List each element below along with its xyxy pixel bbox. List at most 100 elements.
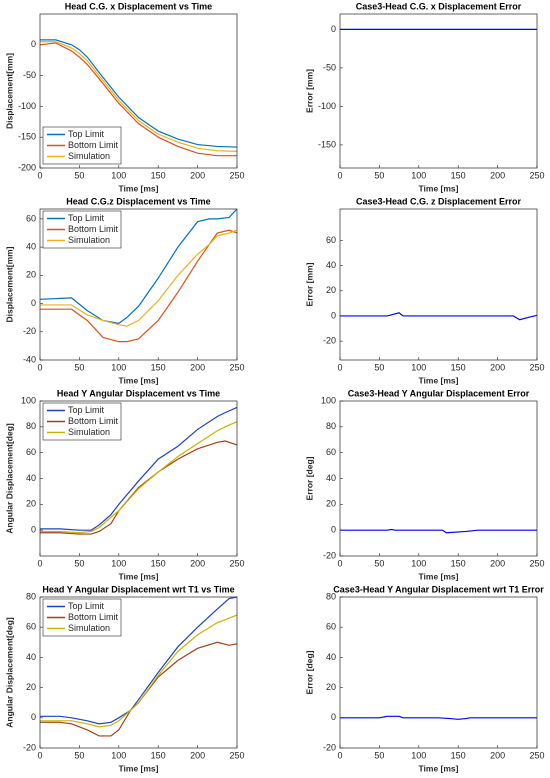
y-tick-label: -20 xyxy=(23,742,36,752)
x-tick-label: 0 xyxy=(337,362,342,372)
data-line xyxy=(40,229,238,343)
data-line xyxy=(39,208,238,324)
y-axis-label: Displacement[mm] xyxy=(4,53,14,129)
x-tick-label: 200 xyxy=(190,558,205,568)
x-tick-label: 200 xyxy=(490,170,505,180)
axes-box xyxy=(339,208,538,361)
y-tick-label: 40 xyxy=(326,260,336,270)
x-tick-label: 50 xyxy=(374,362,384,372)
chart-title: Case3-Head C.G. z Displacement Error xyxy=(356,196,522,206)
x-tick-label: 200 xyxy=(190,362,205,372)
x-tick-label: 100 xyxy=(111,750,126,760)
x-tick-label: 150 xyxy=(451,362,466,372)
y-tick-label: 40 xyxy=(326,473,336,483)
axes-box xyxy=(339,13,538,169)
x-axis-label: Time [ms] xyxy=(419,183,459,193)
y-tick-label: 40 xyxy=(26,652,36,662)
x-tick-label: 100 xyxy=(111,170,126,180)
y-axis-label: Error [mm] xyxy=(304,69,314,113)
x-tick-label: 0 xyxy=(337,170,342,180)
chart: Head Y Angular Displacement wrt T1 vs Ti… xyxy=(4,584,244,773)
legend-label: Simulation xyxy=(68,151,110,161)
x-tick-label: 50 xyxy=(374,750,384,760)
chart: Head C.G. x Displacement vs Time Time [ms… xyxy=(4,1,244,193)
y-tick-label: -150 xyxy=(18,132,36,142)
y-tick-label: 40 xyxy=(26,473,36,483)
data-line xyxy=(40,421,238,534)
y-tick-label: 60 xyxy=(26,213,36,223)
legend-label: Top Limit xyxy=(68,213,105,223)
legend-label: Simulation xyxy=(68,427,110,437)
x-tick-label: 250 xyxy=(229,750,244,760)
axes-box xyxy=(339,596,538,749)
x-tick-label: 150 xyxy=(151,362,166,372)
legend-label: Top Limit xyxy=(68,601,105,611)
x-tick-label: 50 xyxy=(74,170,84,180)
x-tick-label: 250 xyxy=(529,170,544,180)
data-line xyxy=(340,312,538,321)
x-tick-label: 0 xyxy=(37,362,42,372)
legend-label: Bottom Limit xyxy=(68,416,119,426)
x-tick-label: 50 xyxy=(74,558,84,568)
data-line xyxy=(340,528,537,534)
y-tick-label: 20 xyxy=(326,285,336,295)
x-tick-label: 50 xyxy=(74,750,84,760)
x-tick-label: 100 xyxy=(111,558,126,568)
legend-label: Top Limit xyxy=(68,405,105,415)
x-tick-label: 0 xyxy=(337,558,342,568)
x-tick-label: 100 xyxy=(411,362,426,372)
x-axis-label: Time [ms] xyxy=(419,763,459,773)
legend-label: Simulation xyxy=(68,235,110,245)
x-tick-label: 200 xyxy=(190,750,205,760)
chart: Case3-Head Y Angular Displacement wrt T1… xyxy=(304,584,544,773)
x-tick-label: 250 xyxy=(529,750,544,760)
y-axis-label: Error [mm] xyxy=(304,262,314,306)
x-tick-label: 200 xyxy=(490,750,505,760)
x-axis-label: Time [ms] xyxy=(419,571,459,581)
chart: Case3-Head C.G. z Displacement Error Time… xyxy=(304,196,544,385)
x-tick-label: 0 xyxy=(37,750,42,760)
axes-box xyxy=(39,208,238,361)
y-tick-label: 100 xyxy=(21,395,36,405)
y-tick-label: 0 xyxy=(31,39,36,49)
plot-area xyxy=(340,14,537,168)
legend-label: Bottom Limit xyxy=(68,612,119,622)
chart-title: Case3-Head Y Angular Displacement wrt T1… xyxy=(333,584,544,594)
y-tick-label: -200 xyxy=(18,162,36,172)
y-tick-label: 20 xyxy=(326,682,336,692)
data-line xyxy=(39,42,237,157)
chart-title: Head Y Angular Displacement vs Time xyxy=(57,388,220,398)
chart: Case3-Head C.G. x Displacement Error Time… xyxy=(304,1,544,193)
data-line xyxy=(40,229,238,327)
y-tick-label: 20 xyxy=(326,499,336,509)
y-axis-label: Angular Displacement[deg] xyxy=(4,423,14,534)
x-tick-label: 150 xyxy=(451,558,466,568)
x-axis-label: Time [ms] xyxy=(419,375,459,385)
y-tick-label: 20 xyxy=(26,682,36,692)
x-tick-label: 250 xyxy=(229,362,244,372)
x-tick-label: 50 xyxy=(374,170,384,180)
chart: Head Y Angular Displacement vs Time Time … xyxy=(4,388,244,581)
y-tick-label: 0 xyxy=(331,525,336,535)
x-tick-label: 0 xyxy=(37,170,42,180)
y-axis-label: Angular Displacement[deg] xyxy=(4,617,14,728)
axes-box xyxy=(339,400,538,557)
y-tick-label: 0 xyxy=(331,712,336,722)
x-tick-label: 150 xyxy=(151,750,166,760)
y-tick-label: 0 xyxy=(31,712,36,722)
y-tick-label: 60 xyxy=(326,235,336,245)
y-tick-label: 100 xyxy=(321,395,336,405)
x-tick-label: 100 xyxy=(411,170,426,180)
plot-area xyxy=(340,597,537,748)
y-tick-label: 40 xyxy=(326,652,336,662)
y-axis-label: Displacement[mm] xyxy=(4,246,14,322)
y-tick-label: -20 xyxy=(323,336,336,346)
x-tick-label: 150 xyxy=(151,558,166,568)
data-line xyxy=(40,41,238,152)
y-tick-label: -100 xyxy=(318,101,336,111)
x-tick-label: 150 xyxy=(451,170,466,180)
y-tick-label: 80 xyxy=(326,421,336,431)
y-tick-label: 40 xyxy=(26,241,36,251)
y-axis-label: Error [deg] xyxy=(304,456,314,500)
